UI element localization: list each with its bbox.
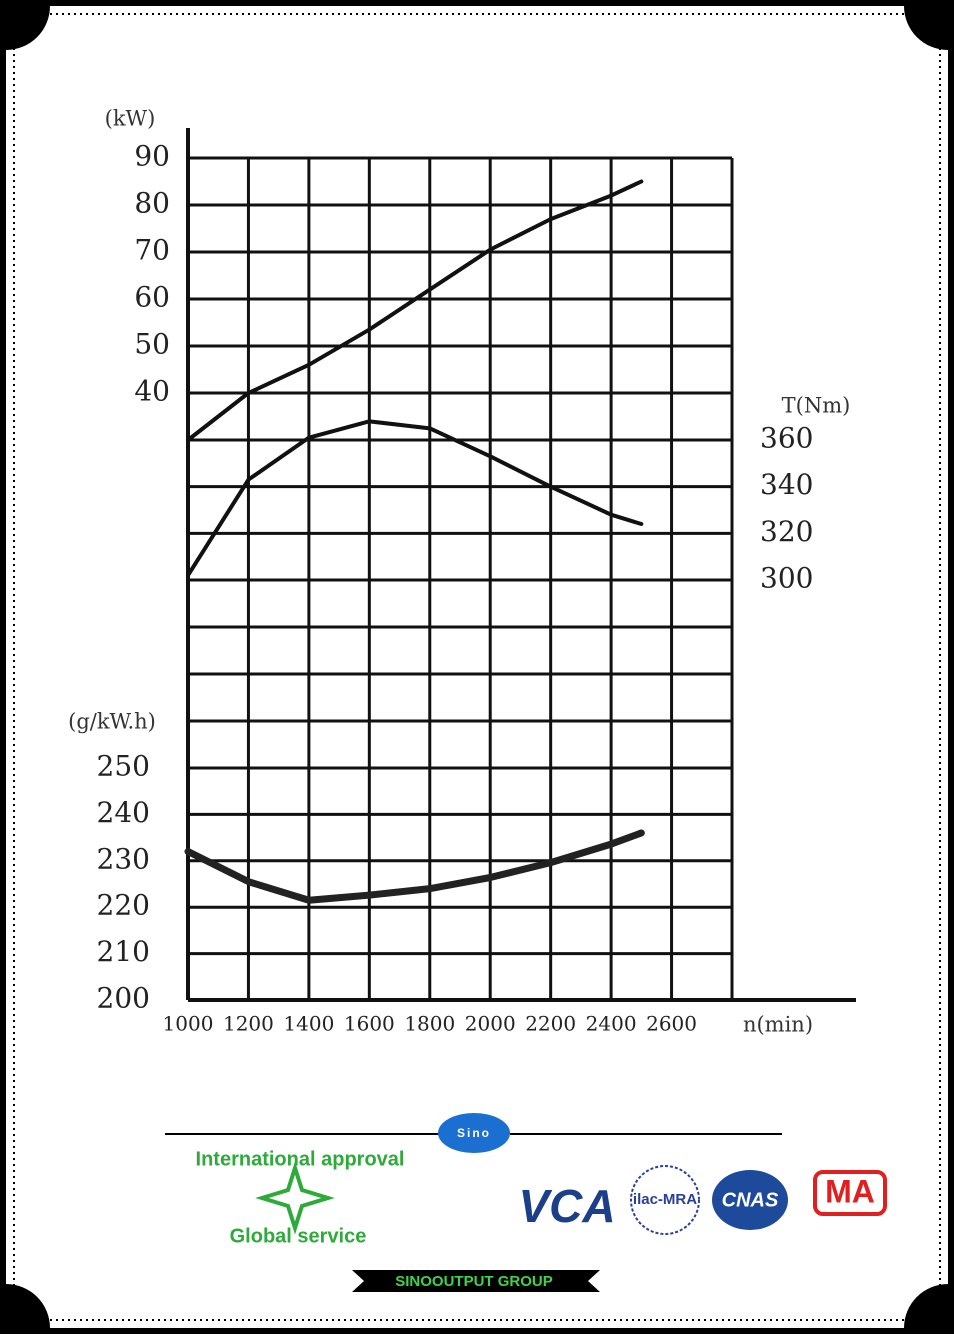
x-tick-label: 1000	[163, 1012, 214, 1036]
group: SINOOUTPUT GROUP	[395, 1273, 553, 1290]
y2-tick-label: 320	[760, 515, 813, 548]
y-tick-label: 40	[134, 375, 170, 408]
x-tick-label: 2600	[646, 1012, 697, 1036]
series-line	[186, 419, 644, 578]
y2-tick-label: 300	[760, 562, 813, 595]
approval: International approval	[196, 1148, 405, 1170]
x-tick-label: 1800	[404, 1012, 455, 1036]
series-line	[184, 829, 645, 904]
x-tick-label: 2400	[586, 1012, 637, 1036]
x-tick-label: 2000	[465, 1012, 516, 1036]
y2-tick-label: 360	[760, 422, 813, 455]
y3-tick-label: 220	[97, 889, 150, 922]
x-axis-label: n(min)	[743, 1013, 813, 1037]
logo-text: Sino	[457, 1126, 491, 1140]
y3-tick-label: 210	[97, 935, 150, 968]
y3-tick-label: 230	[97, 842, 150, 875]
logo	[438, 1113, 510, 1153]
dotted-frame	[13, 13, 941, 1321]
y-tick-label: 70	[134, 234, 170, 267]
y3-tick-label: 200	[97, 982, 150, 1015]
footer: Sino International approval Global servi…	[165, 1113, 887, 1292]
cert-ilac: ilac-MRA	[633, 1191, 697, 1208]
cert-cnas: CNAS	[722, 1189, 779, 1211]
plot: 1000 1200 1400 1600 1800 2000 2200 2400 2600 40 50…	[68, 107, 856, 1037]
x-tick-label: 2200	[525, 1012, 576, 1036]
banner	[352, 1270, 600, 1292]
cert-vca: VCA	[518, 1180, 615, 1232]
cert-box	[813, 1170, 887, 1216]
cert-ring	[712, 1170, 788, 1230]
y-axis-label: (kW)	[105, 107, 156, 131]
y3-axis-label: (g/kW.h)	[68, 710, 156, 734]
y-tick-label: 80	[134, 187, 170, 220]
service: Global service	[230, 1225, 367, 1247]
series-line	[186, 179, 644, 442]
x-tick-label: 1600	[344, 1012, 395, 1036]
y2-axis-label: T(Nm)	[782, 394, 851, 418]
y3-tick-label: 250	[97, 750, 150, 783]
y3-tick-label: 240	[97, 796, 150, 829]
y-tick-label: 50	[134, 328, 170, 361]
x-tick-label: 1400	[283, 1012, 334, 1036]
cert-ma: MA	[825, 1173, 875, 1209]
corner-stars	[6, 6, 948, 1328]
y2-tick-label: 340	[760, 468, 813, 501]
y-tick-label: 60	[134, 281, 170, 314]
star-icon	[255, 1161, 335, 1235]
y-tick-label: 90	[134, 140, 170, 173]
x-tick-label: 1200	[223, 1012, 274, 1036]
cert-ring	[630, 1165, 700, 1235]
